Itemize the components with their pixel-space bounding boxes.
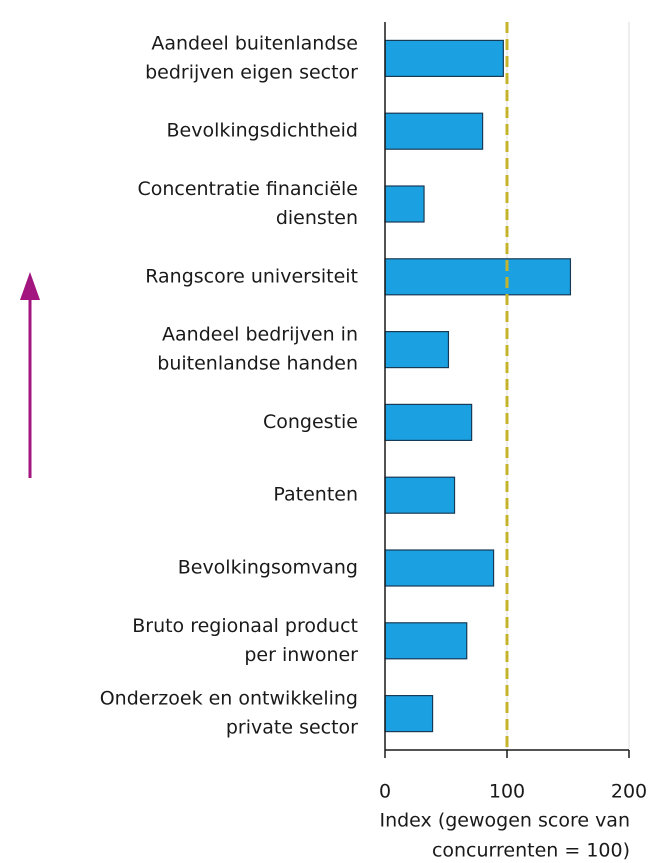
bar [384,403,473,441]
bar [384,694,434,733]
y-tick-label: Patenten [273,484,358,506]
y-tick-label: Congestie [263,411,358,433]
y-tick-label: bedrijven eigen sector [145,61,358,83]
bar [384,185,425,223]
bar [384,258,572,296]
y-tick-label: Bevolkingsdichtheid [166,120,358,142]
x-tick-label: 0 [379,781,391,803]
y-tick-label: private sector [226,717,358,739]
y-tick-label: Onderzoek en ontwikkeling [100,688,358,710]
y-tick-label: Aandeel bedrijven in [162,324,358,346]
x-tick-label: 100 [489,781,525,803]
y-tick-label: Bruto regionaal product [132,615,358,637]
arrow-head [20,272,40,300]
x-tick-label: 200 [611,781,647,803]
bar [384,112,484,150]
y-tick-label: Rangscore universiteit [145,265,358,287]
y-tick-label: buitenlandse handen [157,353,358,375]
y-tick-label: Concentratie financiële [137,178,358,200]
bar [384,331,450,369]
bar [384,476,456,514]
y-tick-label: Bevolkingsomvang [178,557,358,579]
y-tick-label: diensten [276,207,358,229]
bar [384,549,495,587]
bar [384,622,468,660]
y-tick-label: Aandeel buitenlandse [151,32,358,54]
bar [384,39,504,78]
x-axis-label: Index (gewogen score van [379,810,630,832]
y-tick-label: per inwoner [244,644,358,666]
x-axis-label: concurrenten = 100) [432,840,630,862]
